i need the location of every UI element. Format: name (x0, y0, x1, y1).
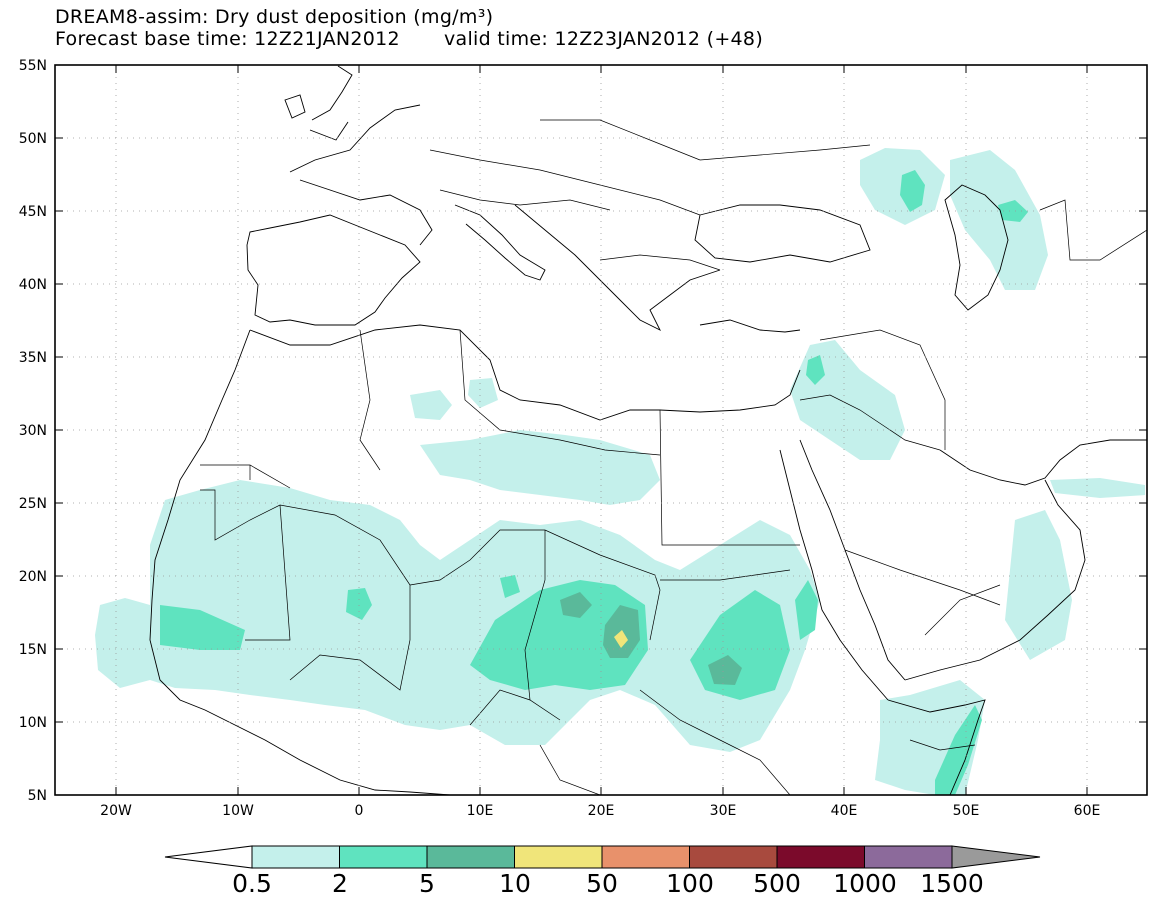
lon-label: 0 (355, 803, 364, 819)
field-peak-yellow (614, 630, 628, 648)
field-levant (790, 340, 905, 460)
axis-ticks (55, 64, 1147, 796)
coastlines (149, 65, 1147, 795)
legend-labels: 0.5 2 5 10 50 100 500 1000 1500 (232, 869, 984, 898)
field-levant-spot (806, 355, 825, 385)
lat-label: 30N (19, 423, 47, 439)
time-line: Forecast base time: 12Z21JAN2012 valid ti… (55, 28, 763, 50)
legend-bin (514, 845, 603, 869)
lon-label: 20E (588, 803, 615, 819)
field-red-sea-coast (795, 580, 818, 640)
lat-label: 45N (19, 204, 47, 220)
lat-label: 40N (19, 277, 47, 293)
lon-label: 10E (467, 803, 494, 819)
lat-label: 15N (19, 642, 47, 658)
lon-label: 60E (1074, 803, 1101, 819)
lon-label: 10W (222, 803, 254, 819)
lon-label: 20W (100, 803, 132, 819)
field-west-africa (150, 480, 820, 752)
field-tunisia-patch (410, 390, 452, 420)
field-chad-sudan-core (470, 580, 648, 690)
legend-label: 0.5 (232, 869, 272, 898)
legend-bin (864, 845, 953, 869)
field-gulf-sirte (468, 378, 498, 408)
lat-label: 10N (19, 715, 47, 731)
field-niger-spot (500, 575, 520, 598)
legend-bin (426, 845, 515, 869)
lat-label: 25N (19, 496, 47, 512)
field-senegal-core (160, 605, 245, 650)
field-mali-spot (346, 588, 372, 620)
legend-label: 5 (419, 869, 435, 898)
legend-label: 500 (753, 869, 801, 898)
lon-label: 40E (831, 803, 858, 819)
legend-low-arrow (164, 845, 253, 869)
gridlines (55, 65, 1147, 795)
legend-high-arrow (951, 845, 1041, 869)
legend-label: 100 (666, 869, 714, 898)
base-time: Forecast base time: 12Z21JAN2012 (55, 28, 400, 50)
field-algeria-libya (420, 430, 660, 505)
legend-bin (339, 845, 428, 869)
legend-bin (689, 845, 778, 869)
lon-label: 30E (710, 803, 737, 819)
legend-bin (601, 845, 690, 869)
lon-label: 50E (953, 803, 980, 819)
lat-label: 20N (19, 569, 47, 585)
field-somalia-core (935, 705, 982, 795)
field-caspian-spot (900, 170, 925, 212)
field-caspian-spot-2 (998, 200, 1028, 222)
field-sudan-dark (708, 655, 742, 685)
field-chad-dark-1 (560, 592, 592, 618)
borders (200, 119, 1147, 795)
lat-label: 35N (19, 350, 47, 366)
legend-bins (251, 845, 953, 869)
map-title: DREAM8-assim: Dry dust deposition (mg/m³… (55, 6, 494, 28)
lon-axis-labels: 20W 10W 0 10E 20E 30E 40E 50E 60E (100, 803, 1100, 819)
legend-label: 10 (499, 869, 531, 898)
lat-label: 50N (19, 131, 47, 147)
valid-time: valid time: 12Z23JAN2012 (+48) (443, 28, 764, 50)
field-gulf-strip (1050, 478, 1145, 498)
field-atlantic-coast (95, 598, 160, 688)
field-caspian-east (950, 150, 1048, 290)
lat-axis-labels: 55N 50N 45N 40N 35N 30N 25N 20N 15N 10N … (19, 58, 47, 804)
legend-bin (251, 845, 340, 869)
color-legend: 0.5 2 5 10 50 100 500 1000 1500 (164, 845, 1041, 898)
field-arabian-coast (1005, 510, 1072, 660)
legend-label: 1500 (920, 869, 984, 898)
legend-label: 1000 (833, 869, 897, 898)
deposition-field (95, 148, 1145, 795)
legend-bin (776, 845, 865, 869)
legend-label: 50 (586, 869, 618, 898)
lat-label: 55N (19, 58, 47, 74)
lat-label: 5N (28, 788, 47, 804)
map-title-block: DREAM8-assim: Dry dust deposition (mg/m³… (55, 6, 763, 50)
legend-label: 2 (332, 869, 348, 898)
